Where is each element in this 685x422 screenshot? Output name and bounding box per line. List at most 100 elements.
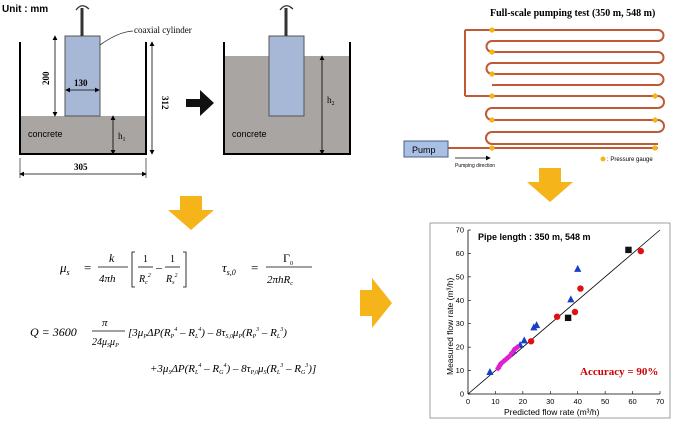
chart-points — [486, 246, 644, 375]
y-tick-label: 10 — [456, 366, 464, 375]
right-container-walls — [223, 42, 351, 155]
pipe-upper-coil — [465, 29, 665, 86]
right-arrow-icon — [360, 278, 392, 328]
x-axis-label: Predicted flow rate (m³/h) — [504, 407, 600, 417]
down-arrow-right-icon — [527, 168, 573, 202]
svg-text:π: π — [102, 317, 108, 329]
x-tick-label: 20 — [519, 397, 527, 406]
y-tick-label: 40 — [456, 296, 464, 305]
y-tick-label: 70 — [456, 226, 464, 235]
y-tick-label: 60 — [456, 249, 464, 258]
y-tick-label: 0 — [460, 390, 464, 399]
left-cylinder — [64, 35, 101, 117]
svg-text:k: k — [109, 251, 115, 265]
data-point-circle — [577, 285, 584, 292]
left-container: concrete coaxial cylinder 200 130 312 h1… — [19, 5, 192, 178]
svg-text:2πhRc: 2πhRc — [267, 274, 293, 287]
flow-rate-chart: 0 10 20 30 40 50 60 70 0 10 20 30 40 50 60 70 Pipe leng… — [429, 222, 671, 419]
x-tick-label: 60 — [628, 397, 636, 406]
h1-label: h1 — [118, 131, 126, 143]
equation-Q: Q = 3600 π 24μSμP [3μPΔP(RP4 – RL4) – 8τ… — [30, 317, 316, 376]
data-point-triangle — [567, 295, 575, 303]
y-tick-label: 30 — [456, 319, 464, 328]
gauge-legend-label: : Pressure gauge — [607, 157, 653, 163]
data-point-triangle — [520, 336, 528, 344]
svg-text:=: = — [84, 260, 91, 275]
data-point-circle — [637, 247, 644, 255]
pressure-gauge-icon — [652, 117, 658, 123]
unit-label: Unit : mm — [2, 4, 48, 15]
svg-text:+3μSΔP(RL4 – RG4) – 8τP,0μS(RL: +3μSΔP(RL4 – RG4) – 8τP,0μS(RL3 – RG3)] — [150, 362, 316, 376]
chart-annotation: Pipe length : 350 m, 548 m — [478, 232, 591, 242]
svg-text:4πh: 4πh — [99, 273, 116, 285]
equation-mu-s: μs = k 4πh 1 Rc2 – 1 Rs2 — [59, 251, 187, 288]
transition-arrow-icon — [186, 90, 214, 116]
concrete-label-left: concrete — [28, 129, 63, 139]
right-cylinder — [268, 35, 305, 117]
pressure-gauge-icon — [652, 93, 658, 99]
x-tick-label: 40 — [574, 397, 582, 406]
svg-text:Rs2: Rs2 — [165, 273, 177, 286]
concrete-label-right: concrete — [232, 129, 267, 139]
x-tick-label: 70 — [656, 397, 664, 406]
pump-box — [403, 140, 449, 158]
dim-200-label: 200 — [41, 71, 51, 85]
svg-text:[3μPΔP(RP4 – RL4) – 8τS,0μP(RP: [3μPΔP(RP4 – RL4) – 8τS,0μP(RP3 – RL3) — [128, 326, 287, 340]
pressure-gauge-icon — [489, 145, 495, 151]
svg-text:1: 1 — [143, 254, 148, 265]
pumping-title: Full-scale pumping test (350 m, 548 m) — [490, 8, 655, 19]
right-rotation-icon — [279, 5, 294, 11]
svg-text:1: 1 — [170, 254, 175, 265]
svg-text:Γ0: Γ0 — [283, 251, 293, 267]
pressure-gauge-icon — [489, 49, 495, 55]
pressure-gauge-icon — [489, 27, 495, 33]
data-point-triangle — [530, 323, 538, 331]
data-point-diamond — [494, 365, 502, 372]
pressure-gauge-icon — [489, 93, 495, 99]
y-axis-label: Measured flow rate (m³/h) — [445, 278, 455, 375]
left-concrete-fill — [20, 116, 146, 154]
data-point-diamond — [505, 353, 513, 360]
x-tick-label: 30 — [546, 397, 554, 406]
data-point-circle — [553, 313, 561, 320]
x-tick-label: 50 — [601, 397, 609, 406]
data-point-circle — [527, 338, 535, 345]
pressure-gauge-icon — [489, 117, 495, 123]
chart-ticks: 0 10 20 30 40 50 60 70 0 10 20 30 40 50 60 70 — [456, 226, 665, 407]
down-arrow-left-icon — [168, 196, 214, 230]
svg-text:24μSμP: 24μSμP — [92, 337, 119, 349]
accuracy-label: Accuracy = 90% — [580, 366, 658, 378]
svg-text:Q = 3600: Q = 3600 — [30, 325, 77, 339]
svg-text:μs: μs — [59, 260, 70, 277]
data-point-triangle — [486, 367, 494, 375]
left-container-walls — [19, 42, 147, 155]
pumping-test-diagram: Full-scale pumping test (350 m, 548 m) P… — [403, 8, 665, 169]
dim-312-label: 312 — [160, 96, 170, 110]
svg-text:=: = — [251, 260, 258, 275]
cylinder-leader-line — [99, 30, 134, 46]
data-point-triangle — [574, 264, 582, 272]
dim-130-label: 130 — [74, 78, 88, 88]
pipe-loop — [448, 27, 665, 151]
chart-axes — [467, 230, 660, 395]
left-rotation-icon — [75, 5, 90, 11]
data-point-circle — [571, 308, 579, 316]
gauge-legend-icon — [600, 156, 606, 162]
coaxial-cylinder-label: coaxial cylinder — [134, 25, 192, 35]
svg-text:τs,0: τs,0 — [222, 260, 236, 277]
y-tick-label: 20 — [456, 343, 464, 352]
h2-label: h2 — [327, 95, 335, 107]
viscometer-diagram: Unit : mm concrete coaxial cylinder 200 … — [2, 4, 351, 178]
right-container: concrete h2 — [223, 5, 351, 155]
x-tick-label: 10 — [491, 397, 499, 406]
x-tick-label: 0 — [466, 397, 470, 406]
data-point-square — [625, 246, 632, 254]
svg-text:–: – — [155, 260, 163, 274]
pump-label: Pump — [412, 145, 436, 155]
pumping-direction-label: Pumping direction — [455, 163, 495, 169]
accuracy-box — [572, 357, 658, 382]
equations-block: μs = k 4πh 1 Rc2 – 1 Rs2 τs,0 = Γ0 2πhRc… — [30, 251, 316, 376]
pressure-gauge-icon — [652, 145, 658, 151]
pressure-gauge-icon — [489, 71, 495, 77]
